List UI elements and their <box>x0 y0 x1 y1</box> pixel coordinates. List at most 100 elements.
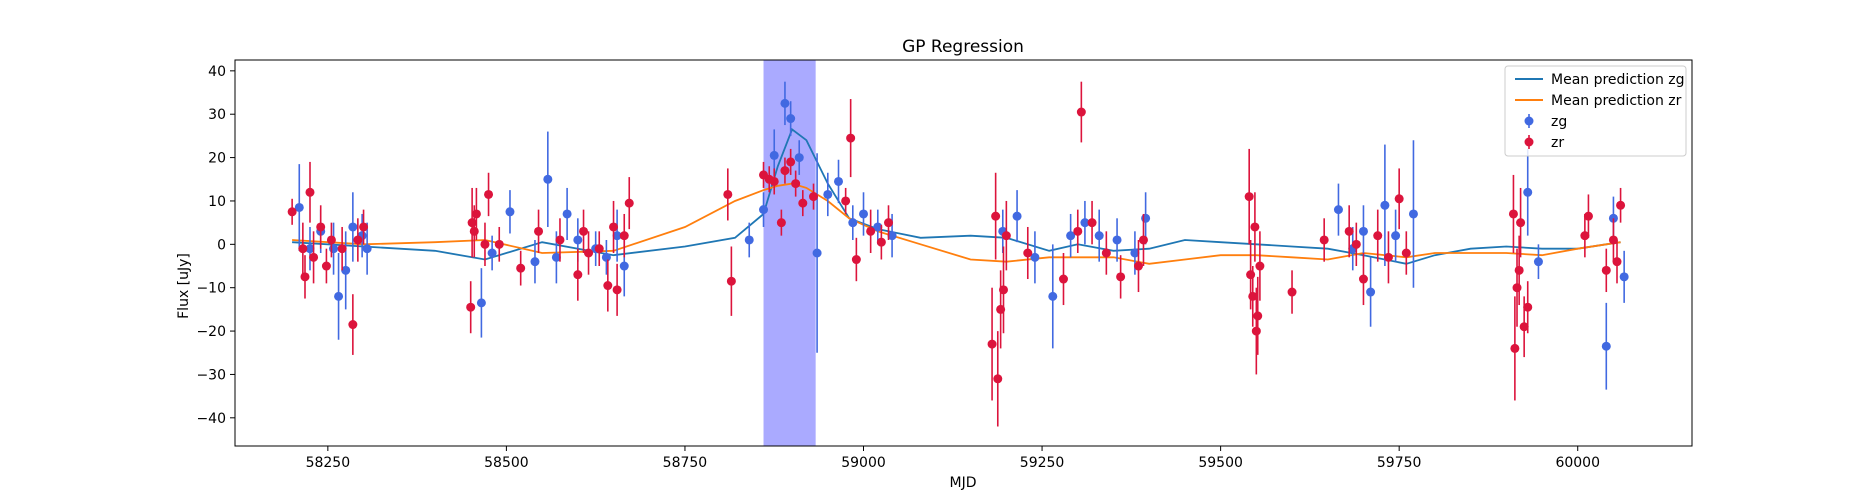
zr-point <box>1250 222 1260 232</box>
zg-point <box>823 189 833 199</box>
zg-point <box>812 248 822 258</box>
zr-point <box>786 157 796 167</box>
zg-point <box>759 205 769 215</box>
zr-point <box>579 226 589 236</box>
zr-point <box>1133 261 1143 271</box>
zr-point <box>555 235 565 245</box>
x-tick-label: 58750 <box>663 455 708 471</box>
zr-point <box>619 231 629 241</box>
x-tick-label: 58500 <box>484 455 529 471</box>
y-tick-label: −20 <box>196 324 226 340</box>
zr-point <box>624 198 634 208</box>
legend-zg-label: zg <box>1551 114 1567 130</box>
zg-point <box>1391 231 1401 241</box>
y-tick-label: 0 <box>217 237 226 253</box>
zg-point <box>329 244 339 254</box>
zr-point <box>480 239 490 249</box>
zg-point <box>562 209 572 219</box>
zg-point <box>1080 218 1090 228</box>
zr-point <box>991 211 1001 221</box>
zg-point <box>1408 209 1418 219</box>
zg-point <box>1523 187 1533 197</box>
zr-point <box>866 226 876 236</box>
zr-point <box>359 222 369 232</box>
zr-point <box>467 218 477 228</box>
zr-point <box>337 244 347 254</box>
zg-point <box>362 244 372 254</box>
zr-point <box>534 226 544 236</box>
zr-point <box>573 270 583 280</box>
zg-point <box>744 235 754 245</box>
zr-point <box>287 207 297 217</box>
zg-point <box>769 150 779 160</box>
zg-point <box>1048 291 1058 301</box>
zr-point <box>780 166 790 176</box>
zr-point <box>1601 265 1611 275</box>
zg-point <box>873 222 883 232</box>
zr-point <box>791 179 801 189</box>
zr-point <box>594 244 604 254</box>
zr-point <box>1510 343 1520 353</box>
zr-point <box>1523 302 1533 312</box>
zg-point <box>619 261 629 271</box>
zr-point <box>584 248 594 258</box>
zg-point <box>530 257 540 267</box>
zr-point <box>1138 235 1148 245</box>
zg-point <box>1619 272 1629 282</box>
zr-point <box>494 239 504 249</box>
y-axis-title: Flux [uJy] <box>176 253 192 319</box>
zr-point <box>300 272 310 282</box>
zr-point <box>1516 218 1526 228</box>
zr-point <box>471 209 481 219</box>
zg-point <box>1112 235 1122 245</box>
y-tick-label: 30 <box>208 107 226 123</box>
x-tick-label: 59750 <box>1377 455 1422 471</box>
legend-mean-prediction-zg-label: Mean prediction zg <box>1551 72 1685 88</box>
zr-point <box>776 218 786 228</box>
zr-point <box>798 198 808 208</box>
zg-point <box>1094 231 1104 241</box>
zr-point <box>841 196 851 206</box>
y-tick-label: −40 <box>196 411 226 427</box>
x-axis-title: MJD <box>950 475 977 491</box>
zr-point <box>1373 231 1383 241</box>
zg-point <box>780 98 790 108</box>
x-tick-label: 58250 <box>306 455 351 471</box>
zr-point <box>723 189 733 199</box>
zr-point <box>603 281 613 291</box>
zr-point <box>876 237 886 247</box>
zr-point <box>1246 270 1256 280</box>
zr-point <box>769 176 779 186</box>
zr-point <box>484 189 494 199</box>
zr-point <box>1351 239 1361 249</box>
x-tick-label: 60000 <box>1555 455 1600 471</box>
zg-point <box>848 218 858 228</box>
x-tick-label: 59250 <box>1020 455 1065 471</box>
zg-point <box>612 231 622 241</box>
y-tick-label: 20 <box>208 151 226 167</box>
zg-point <box>348 222 358 232</box>
legend-zr-swatch <box>1524 137 1534 147</box>
legend-mean-prediction-zr-label: Mean prediction zr <box>1551 93 1682 109</box>
zr-point <box>1512 283 1522 293</box>
zr-point <box>1401 248 1411 258</box>
zg-point <box>476 298 486 308</box>
zr-point <box>1253 311 1263 321</box>
zg-point <box>341 265 351 275</box>
zr-point <box>1508 209 1518 219</box>
zg-point <box>1601 341 1611 351</box>
zr-point <box>298 244 308 254</box>
zg-point <box>1333 205 1343 215</box>
zr-point <box>469 226 479 236</box>
zg-point <box>601 252 611 262</box>
zg-point <box>1130 248 1140 258</box>
zr-point <box>466 302 476 312</box>
zg-point <box>305 244 315 254</box>
zr-point <box>1023 248 1033 258</box>
x-tick-label: 59500 <box>1198 455 1243 471</box>
zr-point <box>1344 226 1354 236</box>
zr-point <box>1244 192 1254 202</box>
zr-point <box>998 285 1008 295</box>
zr-point <box>1616 200 1626 210</box>
zr-point <box>1383 252 1393 262</box>
